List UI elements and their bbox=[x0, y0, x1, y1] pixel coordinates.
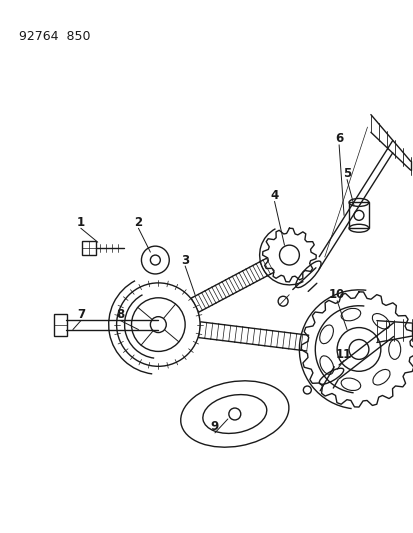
Text: 1: 1 bbox=[76, 216, 85, 229]
Text: 3: 3 bbox=[180, 254, 189, 266]
Bar bbox=[82, 241, 95, 255]
Bar bbox=[54, 314, 67, 336]
Text: 2: 2 bbox=[134, 216, 142, 229]
Text: 5: 5 bbox=[342, 167, 350, 180]
Text: 6: 6 bbox=[334, 132, 342, 146]
Text: 10: 10 bbox=[328, 288, 344, 301]
Text: 4: 4 bbox=[270, 189, 278, 202]
Text: 11: 11 bbox=[335, 348, 351, 361]
Text: 8: 8 bbox=[116, 308, 124, 321]
Bar bbox=[348, 203, 368, 228]
Text: 9: 9 bbox=[210, 421, 218, 433]
Text: 7: 7 bbox=[76, 308, 85, 321]
Text: 92764  850: 92764 850 bbox=[19, 30, 90, 43]
